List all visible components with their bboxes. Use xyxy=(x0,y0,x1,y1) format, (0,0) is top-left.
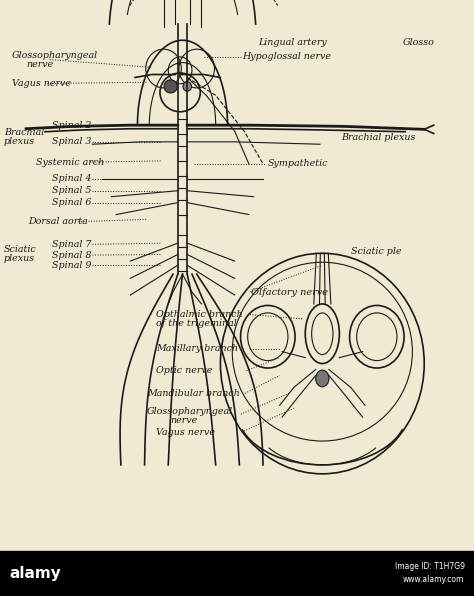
Text: Glosso: Glosso xyxy=(403,38,435,48)
Text: Image ID: T1H7G9: Image ID: T1H7G9 xyxy=(394,561,465,571)
Text: Glossopharyngeal: Glossopharyngeal xyxy=(12,51,98,60)
Bar xyxy=(0,551,474,596)
Text: Dorsal aorta: Dorsal aorta xyxy=(28,217,88,226)
Text: Vagus nerve: Vagus nerve xyxy=(12,79,71,88)
Text: nerve: nerve xyxy=(171,415,198,425)
Text: Opthalmic branch: Opthalmic branch xyxy=(156,310,243,319)
Text: Sciatic ple: Sciatic ple xyxy=(351,247,401,256)
Ellipse shape xyxy=(183,82,191,91)
Text: Maxillary branch: Maxillary branch xyxy=(156,344,238,353)
Text: Optic nerve: Optic nerve xyxy=(156,366,213,375)
Text: Mandibular branch: Mandibular branch xyxy=(147,389,240,398)
Text: Spinal 3: Spinal 3 xyxy=(52,137,91,147)
Text: of the trigeminal: of the trigeminal xyxy=(156,319,237,328)
Text: Spinal 5: Spinal 5 xyxy=(52,186,91,195)
Text: Spinal 2: Spinal 2 xyxy=(52,120,91,130)
Text: www.alamy.com: www.alamy.com xyxy=(403,575,465,584)
Text: Spinal 7: Spinal 7 xyxy=(52,240,91,249)
Text: Systemic arch: Systemic arch xyxy=(36,157,104,167)
Text: Lingual artery: Lingual artery xyxy=(258,38,327,48)
Text: Glossopharyngeal: Glossopharyngeal xyxy=(147,406,233,416)
Ellipse shape xyxy=(316,370,329,387)
Text: Spinal 6: Spinal 6 xyxy=(52,198,91,207)
Text: alamy: alamy xyxy=(9,566,61,582)
Text: plexus: plexus xyxy=(4,136,35,146)
Text: Spinal 4: Spinal 4 xyxy=(52,174,91,184)
Text: Brachial plexus: Brachial plexus xyxy=(341,132,416,142)
Text: Spinal 9: Spinal 9 xyxy=(52,260,91,270)
Text: nerve: nerve xyxy=(26,60,53,69)
Text: Sympathetic: Sympathetic xyxy=(268,159,328,169)
Text: Sciatic: Sciatic xyxy=(4,244,36,254)
Text: Spinal 8: Spinal 8 xyxy=(52,250,91,260)
Text: plexus: plexus xyxy=(4,253,35,263)
Text: Olfactory nerve: Olfactory nerve xyxy=(251,287,328,297)
Text: Hypoglossal nerve: Hypoglossal nerve xyxy=(242,52,331,61)
Ellipse shape xyxy=(164,80,177,93)
Text: Brachial: Brachial xyxy=(4,128,44,137)
Text: Vagus nerve: Vagus nerve xyxy=(156,427,215,437)
